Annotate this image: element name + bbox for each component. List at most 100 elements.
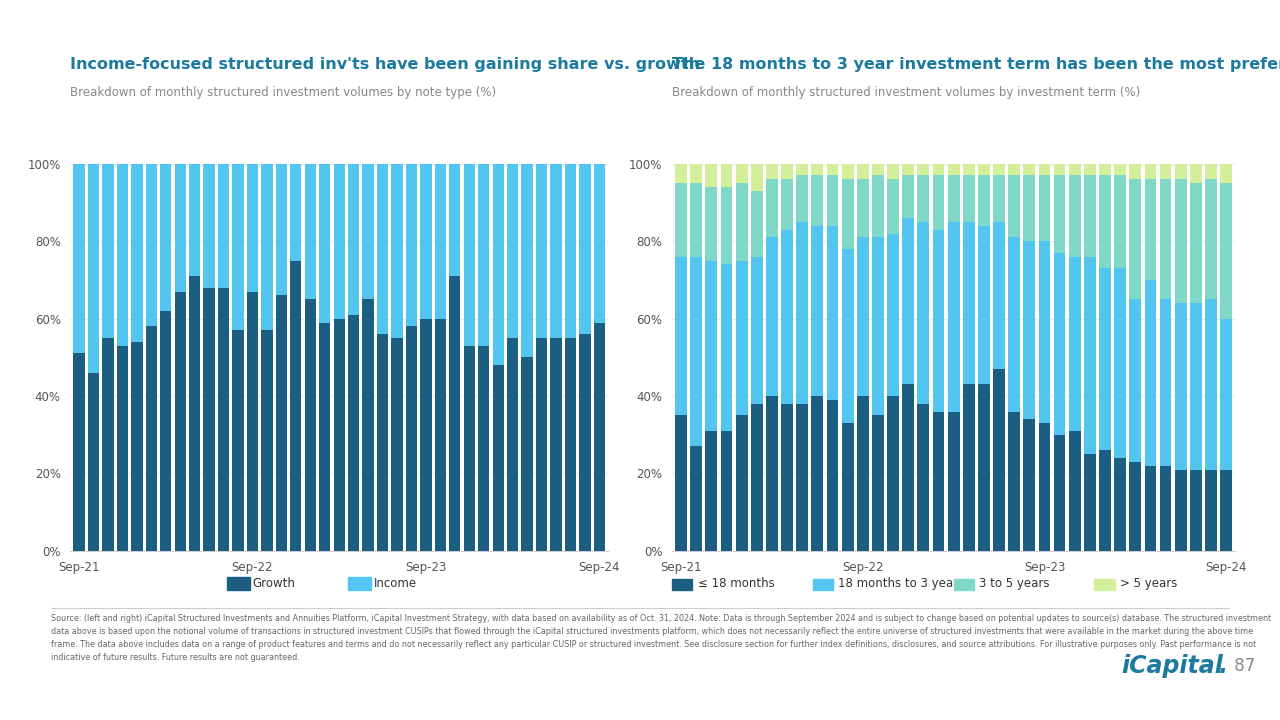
Bar: [233, 164, 243, 330]
Bar: [319, 164, 330, 323]
Bar: [887, 396, 899, 551]
Bar: [88, 164, 99, 373]
Bar: [872, 176, 883, 238]
Bar: [827, 400, 838, 551]
Bar: [507, 338, 518, 551]
Bar: [1024, 176, 1036, 241]
Bar: [1069, 176, 1080, 257]
Bar: [392, 164, 403, 338]
Bar: [420, 164, 431, 319]
Bar: [978, 176, 989, 226]
Bar: [765, 179, 778, 238]
Bar: [842, 164, 854, 179]
Bar: [1038, 423, 1051, 551]
Text: iCapital: iCapital: [1121, 654, 1224, 678]
Bar: [406, 164, 417, 326]
Bar: [751, 257, 763, 404]
Bar: [705, 431, 717, 551]
Bar: [993, 369, 1005, 551]
Text: The 18 months to 3 year investment term has been the most preferred: The 18 months to 3 year investment term …: [672, 57, 1280, 72]
Bar: [1190, 183, 1202, 303]
Bar: [564, 338, 576, 551]
Bar: [1129, 462, 1142, 551]
Bar: [1204, 179, 1217, 300]
Bar: [116, 346, 128, 551]
Bar: [362, 164, 374, 300]
Bar: [842, 179, 854, 249]
Bar: [1100, 164, 1111, 176]
Bar: [1114, 164, 1126, 176]
Bar: [812, 176, 823, 226]
Bar: [690, 257, 703, 446]
Bar: [435, 164, 445, 319]
Bar: [705, 261, 717, 431]
Bar: [1084, 257, 1096, 454]
Bar: [1204, 469, 1217, 551]
Bar: [102, 338, 114, 551]
Bar: [1114, 458, 1126, 551]
Bar: [1009, 176, 1020, 238]
Bar: [189, 164, 201, 276]
Bar: [580, 334, 590, 551]
Text: Breakdown of monthly structured investment volumes by investment term (%): Breakdown of monthly structured investme…: [672, 86, 1140, 99]
Bar: [1220, 183, 1233, 319]
Bar: [420, 319, 431, 551]
Bar: [887, 233, 899, 396]
Bar: [376, 164, 388, 334]
Bar: [218, 288, 229, 551]
Text: 3 to 5 years: 3 to 5 years: [979, 577, 1050, 590]
Bar: [751, 164, 763, 191]
Bar: [1069, 164, 1080, 176]
Bar: [1038, 164, 1051, 176]
Bar: [334, 319, 344, 551]
Bar: [247, 164, 259, 292]
Bar: [146, 326, 157, 551]
Bar: [933, 230, 945, 412]
Bar: [751, 404, 763, 551]
Bar: [690, 446, 703, 551]
Bar: [721, 187, 732, 264]
Bar: [918, 176, 929, 222]
Bar: [781, 164, 794, 179]
Bar: [736, 164, 748, 183]
Bar: [827, 164, 838, 176]
Bar: [721, 431, 732, 551]
Text: Income-focused structured inv'ts have been gaining share vs. growth: Income-focused structured inv'ts have be…: [70, 57, 700, 72]
Bar: [705, 164, 717, 187]
Bar: [736, 183, 748, 261]
Bar: [594, 164, 605, 323]
Bar: [305, 164, 316, 300]
Bar: [507, 164, 518, 338]
Bar: [463, 346, 475, 551]
Bar: [933, 412, 945, 551]
Bar: [827, 176, 838, 226]
Bar: [1160, 179, 1171, 300]
Bar: [1053, 176, 1065, 253]
Bar: [902, 384, 914, 551]
Bar: [146, 164, 157, 326]
Bar: [132, 342, 142, 551]
Bar: [1144, 164, 1156, 179]
Bar: [1069, 431, 1080, 551]
Text: Growth: Growth: [252, 577, 294, 590]
Bar: [73, 164, 84, 354]
Bar: [1220, 469, 1233, 551]
Bar: [1100, 450, 1111, 551]
Bar: [1024, 241, 1036, 419]
Bar: [1084, 454, 1096, 551]
Bar: [856, 238, 869, 396]
Bar: [978, 164, 989, 176]
Bar: [376, 334, 388, 551]
Bar: [842, 423, 854, 551]
Bar: [247, 292, 259, 551]
Bar: [675, 183, 687, 257]
Bar: [102, 164, 114, 338]
Text: > 5 years: > 5 years: [1120, 577, 1178, 590]
Bar: [204, 288, 215, 551]
Bar: [675, 164, 687, 183]
Bar: [1190, 164, 1202, 183]
Bar: [1114, 176, 1126, 269]
Bar: [1175, 469, 1187, 551]
Bar: [479, 164, 489, 346]
Bar: [1084, 176, 1096, 257]
